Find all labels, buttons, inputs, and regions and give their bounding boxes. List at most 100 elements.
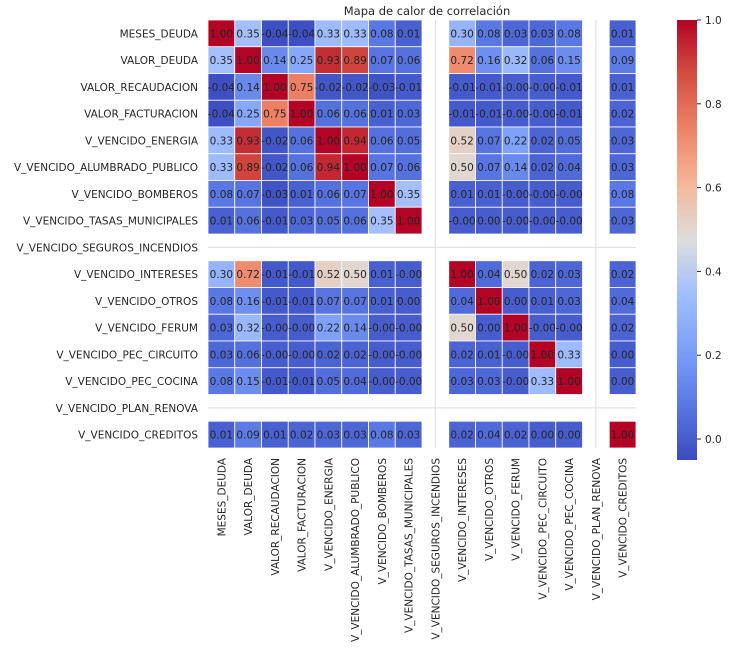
heatmap-cell <box>608 153 637 181</box>
cell-value-label: 0.04 <box>450 296 474 308</box>
cell-value-label: 0.08 <box>557 28 580 40</box>
heatmap-cell <box>608 73 637 101</box>
cell-value-label: 0.30 <box>210 269 233 281</box>
cell-value-label: -0.01 <box>261 376 288 388</box>
cell-value-label: -0.01 <box>556 109 583 121</box>
colorbar-tick-label: 0.4 <box>705 266 722 278</box>
cell-value-label: 0.06 <box>317 189 341 201</box>
cell-value-label: 0.02 <box>343 349 366 361</box>
cell-value-label: 0.01 <box>477 189 500 201</box>
heatmap-cell <box>261 420 289 449</box>
heatmap-cell <box>207 206 236 235</box>
cell-value-label: 0.03 <box>210 349 233 361</box>
colorbar-tick-label: 0.8 <box>705 99 722 111</box>
heatmap-cell <box>368 420 396 449</box>
heatmap-cell <box>234 260 262 288</box>
cell-value-label: -0.00 <box>288 349 315 361</box>
cell-value-label: 0.07 <box>477 162 500 174</box>
cell-value-label: 1.00 <box>450 269 473 281</box>
cell-value-label: -0.00 <box>502 109 529 121</box>
heatmap-cell <box>368 367 396 395</box>
cell-value-label: 0.00 <box>611 349 634 361</box>
colorbar-gradient <box>677 20 697 460</box>
cell-value-label: 0.07 <box>477 135 500 147</box>
y-tick-label: V_VENCIDO_PLAN_RENOVA <box>56 403 199 415</box>
heatmap-cell <box>448 126 476 155</box>
heatmap-cell <box>341 126 369 155</box>
cell-value-label: 0.08 <box>370 430 393 442</box>
heatmap-cell <box>261 313 289 342</box>
x-tick-label: V_VENCIDO_PEC_CIRCUITO <box>537 458 549 600</box>
heatmap-cell <box>555 340 583 369</box>
heatmap-cell <box>314 180 343 208</box>
y-tick-label: V_VENCIDO_CREDITOS <box>78 430 198 442</box>
cell-value-label: -0.00 <box>288 323 315 335</box>
cell-value-label: 0.02 <box>611 269 634 281</box>
heatmap-cell <box>608 126 637 155</box>
heatmap-cell <box>234 206 262 235</box>
cell-value-label: 0.04 <box>611 296 635 308</box>
cell-value-label: 0.07 <box>343 296 366 308</box>
heatmap-cell <box>528 19 557 48</box>
heatmap-cell <box>314 260 343 288</box>
cell-value-label: 0.93 <box>317 55 340 67</box>
cell-value-label: 0.06 <box>343 109 367 121</box>
cell-value-label: 0.05 <box>317 216 340 228</box>
cell-value-label: 0.32 <box>236 323 259 335</box>
heatmap-cell <box>528 180 557 208</box>
cell-value-label: 0.02 <box>317 349 340 361</box>
cell-value-label: 0.32 <box>504 55 527 67</box>
cell-value-label: 0.06 <box>370 135 394 147</box>
cell-value-label: 1.00 <box>236 55 259 67</box>
colorbar-tick-label: 0.0 <box>705 434 722 446</box>
cell-value-label: -0.00 <box>261 323 288 335</box>
heatmap-cell <box>341 206 369 235</box>
heatmap-cell <box>608 46 637 74</box>
cell-value-label: -0.00 <box>529 189 556 201</box>
heatmap-cell <box>475 46 503 74</box>
heatmap-cell <box>475 99 503 128</box>
cell-value-label: -0.02 <box>315 82 342 94</box>
heatmap-cell <box>314 420 343 449</box>
cell-value-label: -0.01 <box>556 82 583 94</box>
cell-value-label: 0.03 <box>611 216 634 228</box>
cell-value-label: 0.03 <box>477 376 500 388</box>
heatmap-cell <box>261 126 289 155</box>
x-tick-label: V_VENCIDO_ENERGIA <box>323 457 335 571</box>
cell-value-label: 0.33 <box>343 28 366 40</box>
cell-value-label: 0.01 <box>210 430 233 442</box>
cell-value-label: 0.08 <box>370 28 393 40</box>
x-tick-label: V_VENCIDO_INTERESES <box>457 458 469 582</box>
heatmap-cell <box>501 313 530 342</box>
cell-value-label: 0.00 <box>477 323 500 335</box>
x-tick-label: V_VENCIDO_TASAS_MUNICIPALES <box>404 458 416 633</box>
cell-value-label: -0.00 <box>368 376 395 388</box>
heatmap-cell <box>314 73 343 101</box>
heatmap-cell <box>528 206 557 235</box>
heatmap-cell <box>608 180 637 208</box>
heatmap-cell <box>555 73 583 101</box>
y-tick-label: VALOR_RECAUDACION <box>80 82 198 94</box>
cell-value-label: -0.00 <box>261 349 288 361</box>
heatmap-cell <box>287 126 316 155</box>
cell-value-label: -0.01 <box>449 109 476 121</box>
heatmap-cell <box>261 46 289 74</box>
cell-value-label: 0.14 <box>504 162 528 174</box>
heatmap-cell <box>394 313 423 342</box>
heatmap-cell <box>234 340 262 369</box>
cell-value-label: 1.00 <box>611 430 634 442</box>
heatmap-cell <box>448 287 476 315</box>
cell-value-label: 0.02 <box>504 430 527 442</box>
x-tick-label: V_VENCIDO_PEC_COCINA <box>564 457 576 591</box>
cell-value-label: 0.03 <box>450 376 473 388</box>
cell-value-label: 0.07 <box>236 189 259 201</box>
cell-value-label: 0.09 <box>236 430 259 442</box>
cell-value-label: -0.04 <box>288 28 315 40</box>
cell-value-label: -0.01 <box>261 269 288 281</box>
cell-value-label: -0.01 <box>449 82 476 94</box>
cell-value-label: -0.01 <box>288 296 315 308</box>
y-tick-label: V_VENCIDO_ALUMBRADO_PUBLICO <box>14 162 198 174</box>
y-tick-label: MESES_DEUDA <box>120 28 199 40</box>
heatmap-cell <box>475 260 503 288</box>
cell-value-label: 0.33 <box>210 162 233 174</box>
